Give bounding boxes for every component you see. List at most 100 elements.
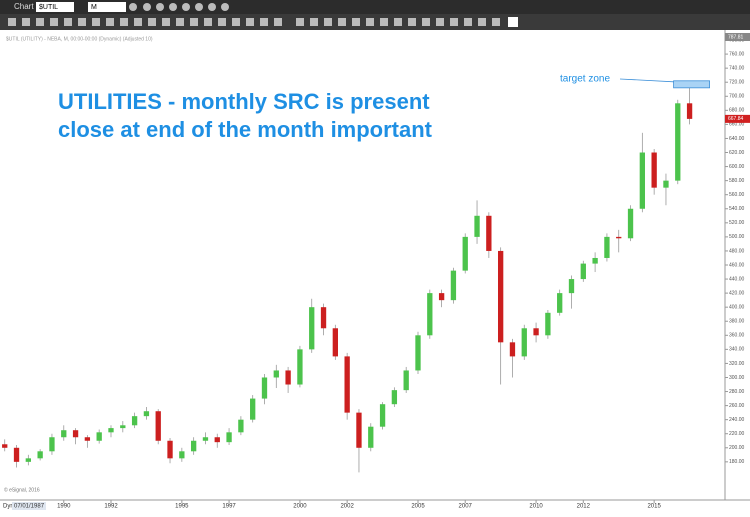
candle-body (2, 444, 8, 448)
toolbar-icons[interactable] (8, 3, 518, 27)
candle-body (202, 437, 209, 441)
y-tick-label: 200.00 (729, 445, 745, 451)
y-tick-label: 760.00 (729, 51, 745, 57)
y-tick-label: 180.00 (729, 459, 745, 465)
chart-header: $UTIL (UTILITY) - NEBA, M, 00:00-00:00 (… (6, 36, 153, 42)
candle-body (450, 270, 457, 301)
candle-body (320, 307, 327, 329)
plot: 180.00 200.00 220.00 240.00 260.00 280.00 300.… (2, 33, 750, 510)
top-price-label: 787.81 (728, 34, 744, 40)
candle-body (143, 411, 150, 417)
y-tick-label: 620.00 (729, 150, 745, 156)
candle-body (627, 208, 634, 239)
interval-box[interactable] (88, 2, 126, 12)
footer-mode: Dyn (3, 504, 14, 510)
candle-body (344, 356, 350, 413)
candle-body (61, 430, 67, 438)
candle-body (49, 437, 55, 452)
candle-body (368, 426, 374, 448)
x-tick-label: 1992 (104, 504, 118, 510)
candle-body (273, 370, 279, 378)
candle-body (568, 279, 575, 294)
candle-body (356, 412, 362, 448)
candle-body (179, 451, 185, 459)
y-tick-label: 220.00 (729, 431, 745, 437)
candle-body (120, 425, 126, 429)
y-tick-label: 700.00 (729, 94, 745, 100)
candle-body (616, 236, 622, 239)
x-tick-label: 2007 (459, 504, 473, 510)
candle-body (37, 451, 43, 459)
y-tick-label: 680.00 (729, 108, 745, 114)
candle-body (379, 404, 386, 427)
symbol: $UTIL (39, 4, 58, 11)
candle-body (96, 432, 102, 441)
candle-body (521, 328, 527, 357)
candle-body (25, 458, 31, 462)
title-line: close at end of the month important (58, 117, 433, 142)
y-tick-label: 540.00 (729, 206, 745, 212)
x-tick-label: 1997 (222, 504, 236, 510)
candle-body (427, 293, 433, 336)
candle-body (190, 440, 197, 452)
candle-body (250, 398, 256, 420)
y-tick-label: 740.00 (729, 65, 745, 71)
x-tick-label: 1995 (175, 504, 189, 510)
last-price-tag (725, 114, 750, 123)
last-price-label: 667.84 (728, 116, 744, 122)
candle-body (155, 411, 161, 441)
x-tick-label: 2010 (529, 504, 543, 510)
y-tick-label: 520.00 (729, 220, 745, 226)
title-line: UTILITIES - monthly SRC is present (58, 89, 430, 114)
candle-body (438, 293, 445, 301)
y-tick-label: 480.00 (729, 248, 745, 254)
interval: M (91, 4, 97, 11)
candle-body (238, 419, 244, 433)
candle-body (604, 236, 610, 258)
y-tick-label: 440.00 (729, 276, 745, 282)
candle-body (13, 447, 20, 462)
x-tick-label: 2012 (577, 504, 591, 510)
target-zone (673, 80, 710, 89)
annotation-leader (619, 78, 674, 83)
candle-body (545, 312, 551, 336)
candle-body (226, 432, 232, 443)
y-tick-label: 300.00 (729, 375, 745, 381)
x-tick-label: 2015 (647, 504, 661, 510)
candle-body (675, 103, 681, 181)
candle-body (131, 416, 138, 426)
date-box[interactable] (12, 502, 46, 510)
plot-background (0, 30, 750, 512)
candle-body (497, 250, 504, 343)
candle-body (686, 103, 693, 119)
candle-body (403, 370, 409, 391)
candle-body (651, 152, 657, 188)
copyright: © eSignal, 2016 (4, 486, 40, 493)
candle-body (72, 430, 79, 438)
y-tick-label: 420.00 (729, 290, 745, 296)
candle-body (462, 236, 468, 271)
candle-body (639, 152, 646, 209)
x-tick-label: 2005 (411, 504, 425, 510)
candle-body (486, 215, 492, 251)
candle-body (214, 437, 220, 443)
candle-body (108, 428, 114, 433)
candle-body (332, 328, 338, 357)
candle-body (580, 263, 586, 280)
candle-body (391, 390, 398, 405)
x-tick-label: 1990 (57, 504, 71, 510)
annotation: target zone (560, 74, 610, 85)
candle-body (167, 440, 173, 459)
y-tick-label: 280.00 (729, 389, 745, 395)
y-tick-label: 400.00 (729, 305, 745, 311)
y-tick-label: 380.00 (729, 319, 745, 325)
candle-body (261, 377, 268, 399)
y-tick-label: 600.00 (729, 164, 745, 170)
symbol-box[interactable] (36, 2, 74, 12)
candle-body (309, 307, 315, 350)
top-price-tag (725, 33, 750, 41)
candle-body (474, 215, 480, 237)
y-tick-label: 580.00 (729, 178, 745, 184)
candle-body (509, 342, 516, 357)
